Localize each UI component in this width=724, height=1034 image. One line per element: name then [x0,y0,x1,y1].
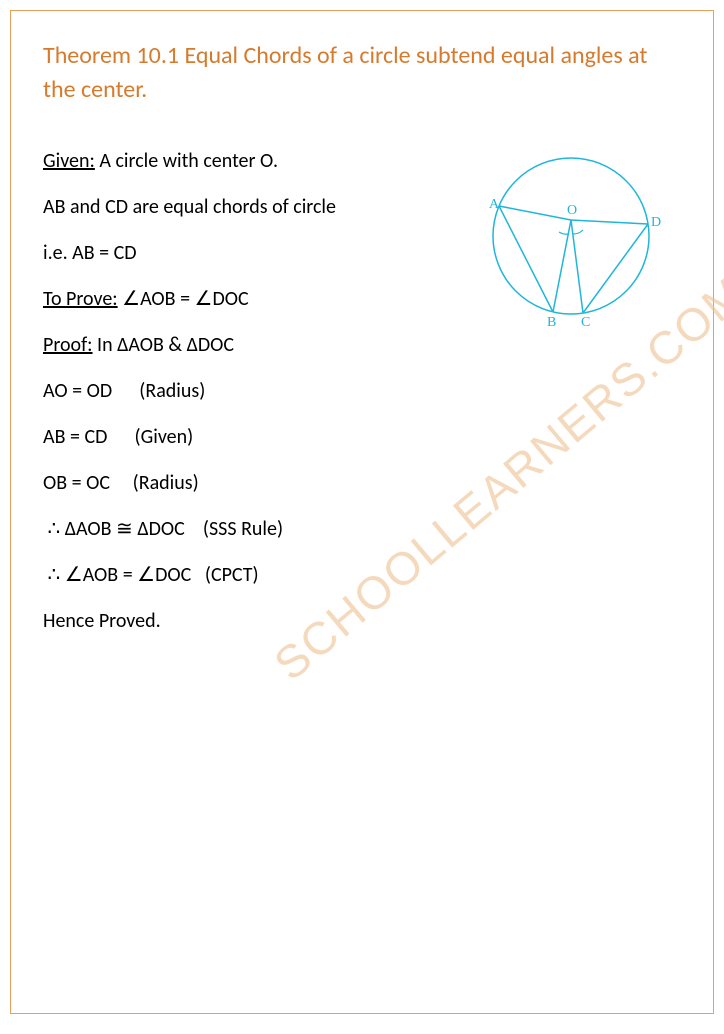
proof-line-1: Proof: In ΔAOB & ΔDOC [43,330,681,360]
label-o: O [567,203,577,218]
diagram-svg: A B C D O [481,146,661,326]
given-text-1: A circle with center O. [95,149,278,173]
label-d: D [651,215,661,230]
toprove-text: ∠AOB = ∠DOC [118,287,249,311]
proof-line-7: Hence Proved. [43,606,681,636]
given-label: Given: [43,149,95,173]
radius-od [571,220,648,224]
circle-outline [493,158,649,314]
proof-text-1: In ΔAOB & ΔDOC [93,333,235,357]
angle-aob-arc [559,232,569,234]
circle-diagram: A B C D O [481,146,661,326]
label-c: C [581,315,590,326]
toprove-label: To Prove: [43,287,118,311]
radius-oa [499,206,571,220]
proof-label: Proof: [43,333,93,357]
chord-ab [499,206,553,312]
angle-doc-arc [573,230,583,234]
content-area: A B C D O Given: A circle with center O.… [43,146,681,636]
label-b: B [547,315,556,326]
document-page: Theorem 10.1 Equal Chords of a circle su… [10,10,714,1014]
proof-line-4: OB = OC (Radius) [43,468,681,498]
proof-line-2: AO = OD (Radius) [43,376,681,406]
theorem-title: Theorem 10.1 Equal Chords of a circle su… [43,39,681,106]
proof-line-3: AB = CD (Given) [43,422,681,452]
label-a: A [489,197,500,212]
proof-line-6: ∴ ∠AOB = ∠DOC (CPCT) [43,560,681,590]
proof-line-5: ∴ ΔAOB ≅ ΔDOC (SSS Rule) [43,514,681,544]
